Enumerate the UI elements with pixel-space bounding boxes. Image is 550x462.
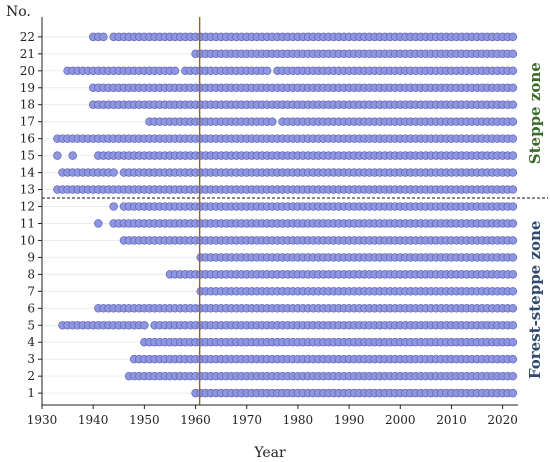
station-5-point xyxy=(140,321,149,330)
station-16-point xyxy=(508,134,518,143)
x-tick-label: 2020 xyxy=(487,413,518,427)
station-20-point xyxy=(170,66,180,76)
station-14-point xyxy=(109,168,118,177)
y-tick-label: 4 xyxy=(27,335,35,349)
station-1-point xyxy=(508,388,518,398)
y-tick-label: 8 xyxy=(27,267,35,281)
y-tick-label: 2 xyxy=(27,369,35,383)
y-tick-label: 3 xyxy=(27,352,35,366)
station-12-point xyxy=(508,202,518,211)
station-17-point xyxy=(268,117,277,126)
station-20-point xyxy=(263,66,272,76)
station-13-point xyxy=(508,185,518,194)
y-tick-label: 18 xyxy=(20,98,35,112)
steppe-zone-label: Steppe zone xyxy=(526,62,544,164)
station-21-point xyxy=(508,49,518,59)
station-5-point xyxy=(508,321,518,330)
y-tick-label: 11 xyxy=(20,216,35,230)
y-axis-title: No. xyxy=(6,4,31,20)
station-2-point xyxy=(508,371,518,381)
station-17-point xyxy=(508,117,518,126)
station-10-point xyxy=(508,236,518,245)
reference-lines xyxy=(42,17,548,405)
y-tick-label: 14 xyxy=(20,166,36,180)
station-9-point xyxy=(508,253,518,262)
y-tick-label: 19 xyxy=(20,81,35,95)
station-7-point xyxy=(508,287,518,296)
zone-labels: Steppe zone Forest-steppe zone xyxy=(526,62,544,379)
x-tick-label: 1930 xyxy=(27,413,58,427)
y-tick-label: 9 xyxy=(27,250,35,264)
x-tick-label: 2010 xyxy=(436,413,467,427)
station-4-point xyxy=(508,338,518,347)
station-11-point xyxy=(508,219,518,228)
station-22-point xyxy=(508,32,518,42)
data-marks xyxy=(53,32,518,398)
x-tick-label: 1950 xyxy=(129,413,160,427)
y-tick-label: 15 xyxy=(20,149,35,163)
station-15-point xyxy=(53,151,62,160)
x-tick-label: 1940 xyxy=(78,413,109,427)
x-axis-title: Year xyxy=(253,445,286,461)
x-tick-label: 1960 xyxy=(180,413,211,427)
axes: No. Year 1234567891011121314151617181920… xyxy=(6,4,518,461)
y-tick-label: 21 xyxy=(20,47,35,61)
y-tick-label: 5 xyxy=(27,318,35,332)
station-15-point xyxy=(508,151,518,160)
x-tick-label: 1990 xyxy=(334,413,365,427)
station-3-point xyxy=(508,354,518,364)
station-6-point xyxy=(508,304,518,313)
y-tick-label: 13 xyxy=(20,183,35,197)
station-15-point xyxy=(68,151,77,160)
y-tick-label: 17 xyxy=(20,115,35,129)
station-12-point xyxy=(109,202,118,211)
y-tick-label: 20 xyxy=(20,64,35,78)
y-tick-label: 6 xyxy=(27,301,35,315)
y-tick-label: 10 xyxy=(20,233,35,247)
station-22-point xyxy=(99,32,108,42)
y-tick-label: 16 xyxy=(20,132,35,146)
y-tick-label: 7 xyxy=(27,284,35,298)
station-14-point xyxy=(508,168,518,177)
forest-steppe-zone-label: Forest-steppe zone xyxy=(526,221,544,380)
station-18-point xyxy=(508,100,518,109)
station-20-point xyxy=(508,66,518,76)
y-tick-label: 12 xyxy=(20,200,35,214)
station-8-point xyxy=(508,270,518,279)
x-tick-label: 1980 xyxy=(283,413,314,427)
y-tick-label: 1 xyxy=(27,386,35,400)
x-tick-label: 2000 xyxy=(385,413,416,427)
x-tick-label: 1970 xyxy=(231,413,262,427)
station-19-point xyxy=(508,83,518,92)
station-11-point xyxy=(94,219,103,228)
y-tick-label: 22 xyxy=(20,30,35,44)
